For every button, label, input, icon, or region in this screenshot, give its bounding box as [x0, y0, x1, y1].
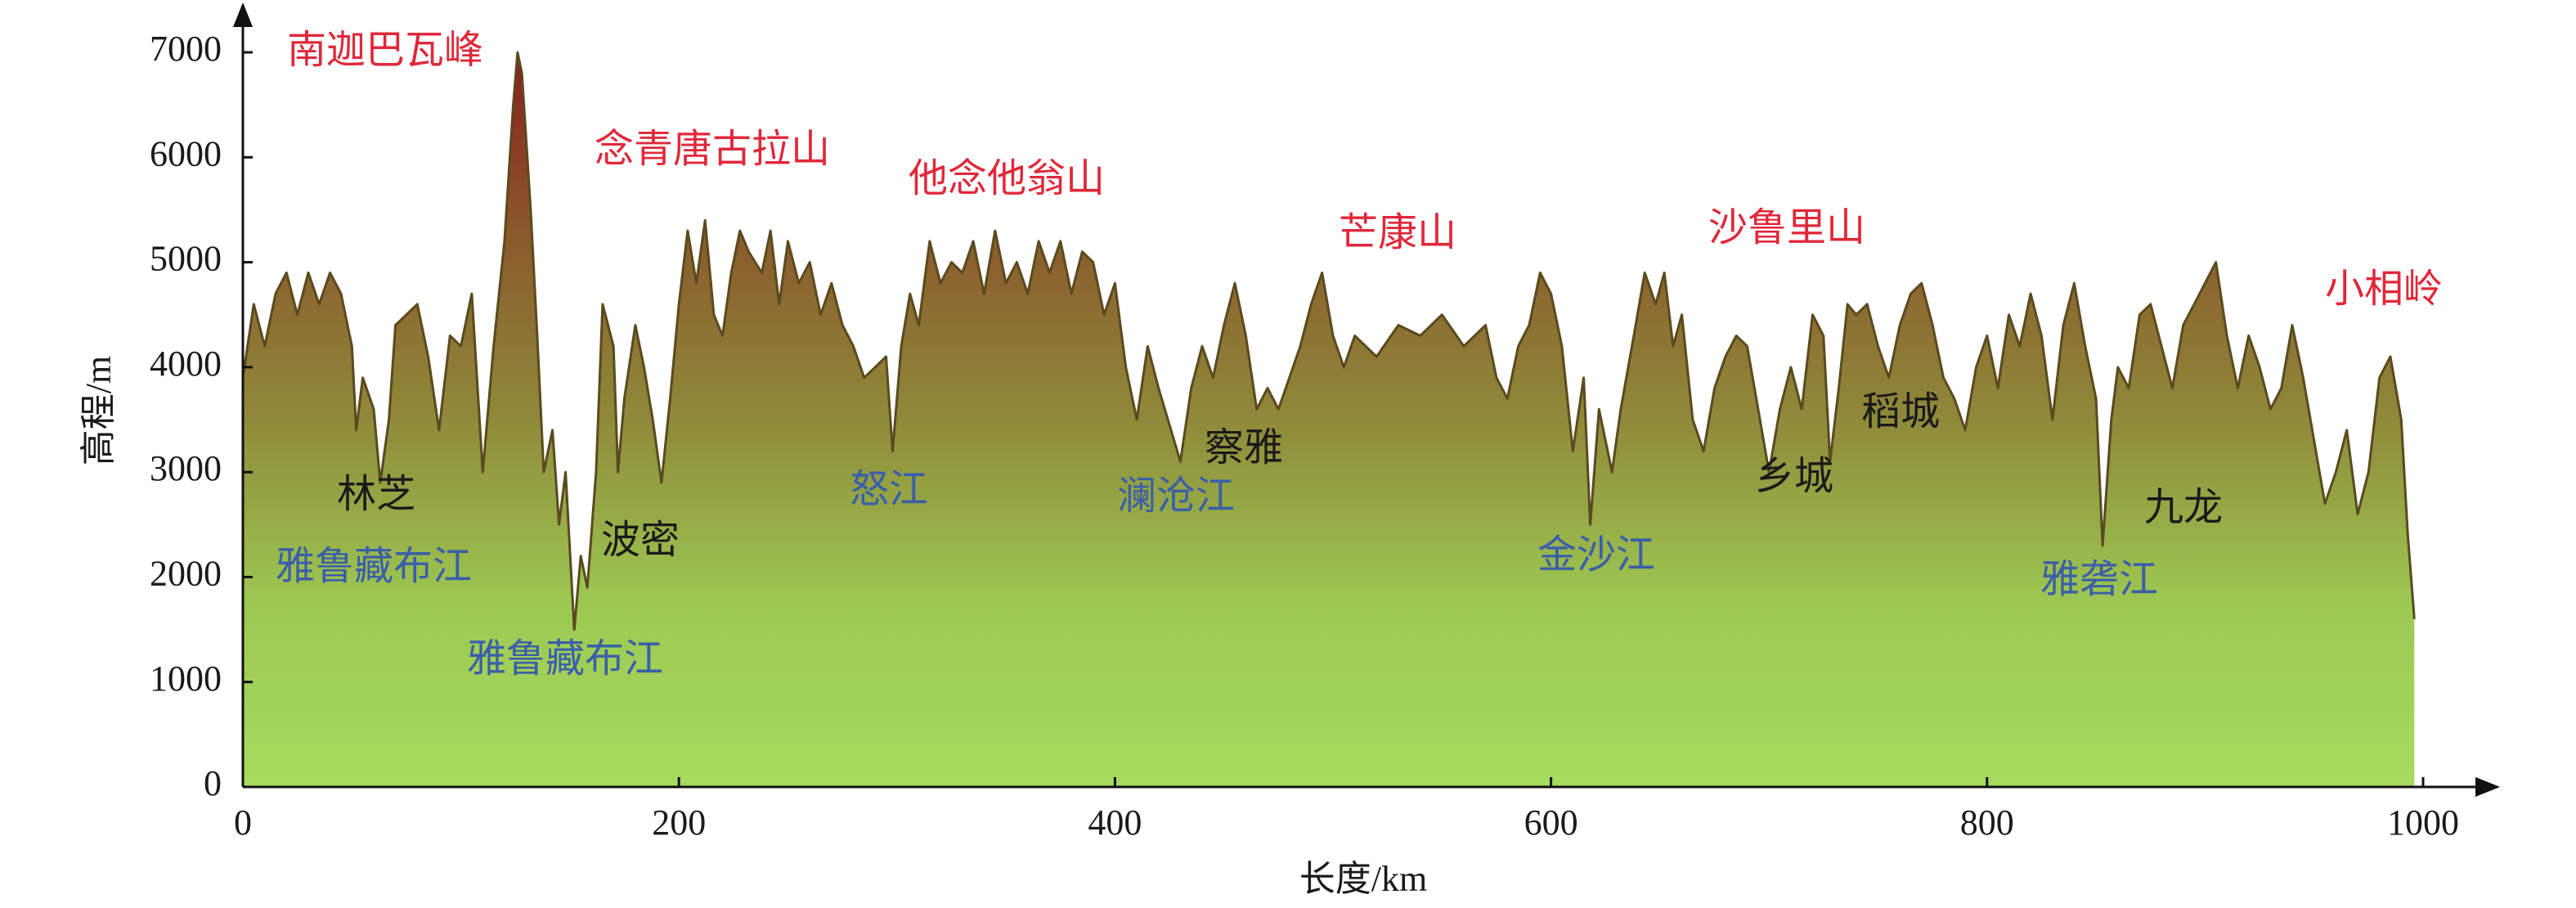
annotation: 芒康山: [1339, 211, 1456, 254]
annotation: 沙鲁里山: [1708, 206, 1865, 249]
elevation-area: [243, 52, 2415, 787]
annotation: 念青唐古拉山: [595, 128, 830, 171]
x-tick-label: 800: [1960, 802, 2014, 843]
annotation: 雅鲁藏布江: [276, 545, 472, 588]
x-tick-label: 0: [234, 802, 252, 843]
y-tick-label: 0: [204, 763, 222, 803]
y-tick-label: 1000: [150, 659, 222, 699]
annotation: 怒江: [850, 468, 928, 511]
x-tick-label: 1000: [2387, 802, 2459, 843]
annotation: 波密: [601, 519, 680, 562]
plot-area: [241, 51, 2416, 787]
y-tick-label: 7000: [150, 29, 222, 69]
annotation: 雅鲁藏布江: [467, 637, 663, 681]
annotation: 乡城: [1755, 455, 1833, 498]
y-axis-title: 高程/m: [79, 356, 119, 465]
x-tick-label: 200: [652, 802, 706, 843]
y-tick-label: 5000: [150, 239, 222, 279]
x-tick-label: 400: [1088, 802, 1142, 843]
annotation: 察雅: [1205, 426, 1283, 470]
annotation: 小相岭: [2325, 267, 2443, 311]
annotation: 九龙: [2144, 486, 2223, 529]
y-tick-label: 4000: [150, 344, 222, 384]
x-tick-label: 600: [1524, 802, 1578, 843]
elevation-line: [241, 51, 2416, 632]
annotation: 他念他翁山: [909, 157, 1105, 200]
y-tick-label: 6000: [150, 133, 222, 173]
annotation: 南迦巴瓦峰: [287, 29, 483, 72]
annotation: 稻城: [1861, 390, 1940, 434]
x-axis-title: 长度/km: [1299, 859, 1427, 899]
annotation: 雅砻江: [2040, 558, 2158, 601]
annotation: 澜沧江: [1117, 474, 1235, 518]
annotation: 林芝: [337, 473, 415, 516]
annotation: 金沙江: [1537, 533, 1655, 577]
y-tick-label: 2000: [150, 554, 222, 594]
y-tick-label: 3000: [150, 448, 222, 488]
